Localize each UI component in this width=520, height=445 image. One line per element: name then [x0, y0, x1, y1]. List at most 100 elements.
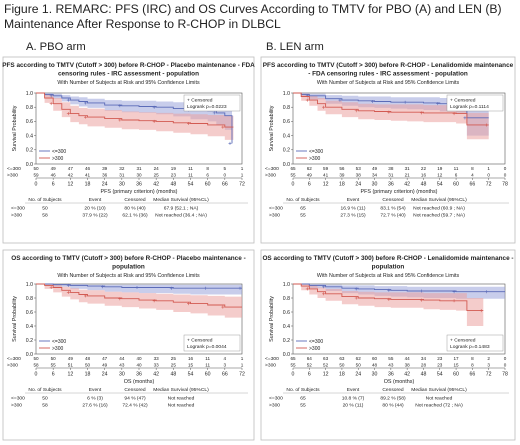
stats-cell: 10.8 % (7) — [342, 396, 365, 402]
at-risk-count: 48 — [372, 363, 378, 368]
at-risk-count: 31 — [119, 173, 125, 178]
censor-mark — [169, 286, 173, 290]
at-risk-count: 43 — [119, 363, 125, 368]
censor-mark — [338, 98, 342, 102]
x-tick-label: 72 — [486, 182, 492, 188]
at-risk-count: 65 — [290, 166, 296, 171]
censor-mark — [152, 299, 156, 303]
x-tick-label: 12 — [67, 182, 73, 188]
at-risk-count: 50 — [356, 363, 362, 368]
x-tick-label: 6 — [308, 372, 311, 378]
at-risk-count: 1 — [241, 173, 244, 178]
y-tick-label: 0.8 — [283, 105, 290, 111]
at-risk-count: 55 — [290, 363, 296, 368]
censor-mark — [452, 299, 456, 303]
x-tick-label: 48 — [421, 372, 427, 378]
at-risk-count: 47 — [68, 166, 74, 171]
at-risk-count: 58 — [33, 363, 39, 368]
y-tick-label: 0.4 — [283, 133, 290, 139]
stats-cell: 58 — [42, 213, 48, 219]
logrank-box — [446, 334, 504, 352]
at-risk-count: 31 — [388, 173, 394, 178]
x-tick-label: 42 — [153, 372, 159, 378]
at-risk-count: 43 — [388, 363, 394, 368]
x-tick-label: 66 — [469, 182, 475, 188]
y-tick-label: 0.4 — [283, 324, 290, 330]
x-tick-label: 24 — [102, 182, 108, 188]
at-risk-count: 1 — [241, 166, 244, 171]
logrank-pvalue: Logrank p=0.1483 — [450, 344, 490, 350]
stats-header-cell: No. of Subjects — [286, 197, 320, 203]
y-tick-label: 0.0 — [283, 162, 290, 168]
stats-cell: 89.2 % (58) — [380, 396, 406, 402]
stats-header-cell: Event — [347, 387, 360, 393]
at-risk-count: 1 — [241, 363, 244, 368]
stats-cell: 58 — [42, 403, 48, 409]
confidence-band-low — [36, 93, 232, 161]
y-tick-label: 0.8 — [26, 105, 33, 111]
at-risk-count: 41 — [323, 173, 329, 178]
x-tick-label: 18 — [339, 182, 345, 188]
at-risk-count: 0 — [504, 363, 507, 368]
censor-mark — [101, 285, 105, 289]
censor-mark — [387, 288, 391, 292]
censor-mark — [354, 296, 358, 300]
chart-title-line: - FDA censoring rules - IRC assessment -… — [308, 71, 468, 78]
at-risk-count: 19 — [171, 166, 177, 171]
at-risk-count: 3 — [487, 363, 490, 368]
stats-header-cell: Event — [89, 387, 102, 393]
at-risk-count: 15 — [454, 363, 460, 368]
legend: <=300>300 — [296, 339, 323, 352]
at-risk-count: 33 — [154, 356, 160, 361]
stats-cell: 67.9 (52.1 ; NA) — [164, 206, 199, 212]
at-risk-group: >300 — [7, 173, 18, 179]
at-risk-count: 51 — [68, 363, 74, 368]
censor-mark — [305, 287, 309, 291]
at-risk-count: 39 — [339, 173, 345, 178]
at-risk-count: 49 — [68, 356, 74, 361]
at-risk-count: 25 — [171, 356, 177, 361]
at-risk-count: 60 — [372, 356, 378, 361]
at-risk-count: 38 — [388, 166, 394, 171]
at-risk-count: 49 — [51, 166, 57, 171]
logrank-box — [183, 334, 241, 352]
stats-cell: 62.1 % (36) — [122, 213, 148, 219]
at-risk-count: 31 — [136, 166, 142, 171]
at-risk-count: 63 — [323, 356, 329, 361]
stats-cell: Not reached — [168, 403, 195, 409]
at-risk-group: >300 — [7, 363, 18, 369]
chart-title-line: PFS according to TMTV (Cutoff > 300) bef… — [263, 62, 514, 69]
at-risk-count: 25 — [154, 173, 160, 178]
at-risk-count: 0 — [487, 173, 490, 178]
at-risk-count: 11 — [188, 166, 193, 171]
x-tick-label: 0 — [292, 182, 295, 188]
at-risk-count: 44 — [405, 356, 411, 361]
at-risk-count: 33 — [154, 363, 160, 368]
chart-subtitle: With Number of Subjects at Risk and 95% … — [317, 80, 460, 86]
x-axis-label: PFS (primary criterion) (months) — [101, 189, 178, 195]
stats-header-cell: Median Survival (95%CL) — [411, 387, 467, 393]
legend: <=300>300 — [296, 149, 323, 162]
at-risk-count: 64 — [307, 356, 313, 361]
at-risk-count: 2 — [487, 356, 490, 361]
censor-mark — [403, 100, 407, 104]
at-risk-count: 1 — [487, 166, 490, 171]
y-tick-label: 0.6 — [26, 119, 33, 125]
stats-header-cell: Event — [347, 197, 360, 203]
censor-mark — [204, 286, 208, 290]
logrank-pvalue: Logrank p=0.0223 — [187, 104, 227, 110]
at-risk-count: 21 — [405, 173, 411, 178]
censor-mark — [84, 115, 87, 119]
at-risk-count: 34 — [372, 173, 378, 178]
stats-cell: 72.7 % (40) — [380, 213, 406, 219]
legend-label: <=300 — [52, 339, 66, 345]
legend-label: >300 — [52, 346, 63, 352]
x-tick-label: 72 — [239, 182, 245, 188]
at-risk-count: 23 — [437, 356, 443, 361]
stats-cell: 20 % (10) — [84, 206, 106, 212]
censor-mark — [322, 292, 326, 296]
censor-mark — [152, 119, 156, 123]
censor-mark — [221, 305, 225, 309]
stats-cell: Not reached — [426, 396, 453, 402]
stats-row-group: >300 — [269, 403, 280, 409]
